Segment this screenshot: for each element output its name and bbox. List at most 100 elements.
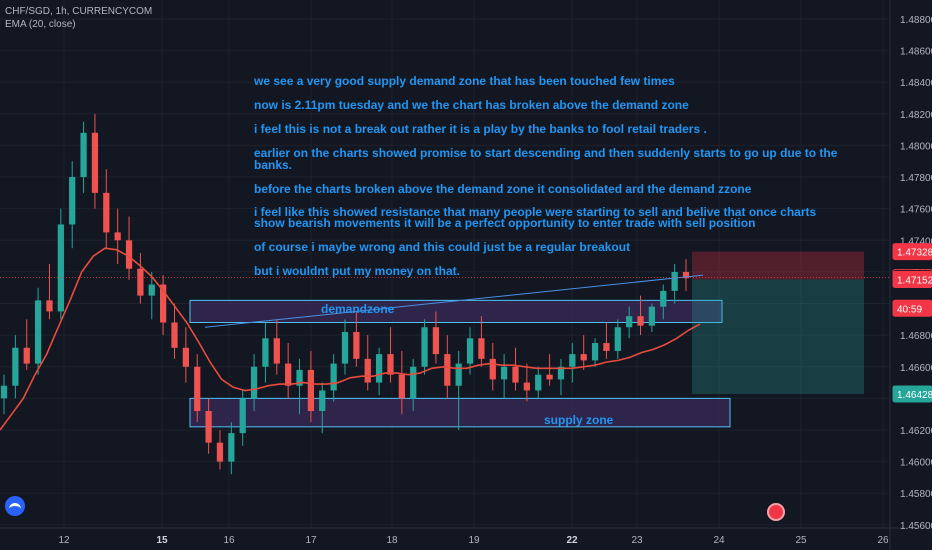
y-tick-label: 1.48600 (900, 47, 932, 58)
price-tag (892, 385, 932, 403)
candle-body (626, 316, 633, 328)
candle-body (319, 390, 326, 412)
x-tick-label: 16 (223, 535, 235, 546)
price-tag-label: 1.47152 (897, 275, 932, 286)
candle-body (466, 338, 474, 364)
y-tick-label: 1.47800 (900, 173, 932, 184)
annotation-notes: we see a very good supply demand zone th… (254, 75, 854, 277)
y-tick-label: 1.47400 (900, 236, 932, 247)
x-tick-label: 23 (631, 535, 643, 546)
x-tick-label: 25 (795, 535, 807, 546)
price-tag (892, 299, 932, 317)
candle-body (23, 347, 30, 364)
candle-body (182, 347, 189, 367)
x-tick-label: 22 (566, 535, 578, 546)
candle-body (603, 343, 610, 351)
candle-body (637, 316, 644, 326)
y-tick-label: 1.46200 (900, 426, 932, 437)
candle-body (34, 300, 42, 364)
candle-body (591, 343, 599, 361)
candle-body (501, 366, 508, 380)
stop-loss-area (692, 251, 864, 280)
x-tick-label: 26 (877, 535, 889, 546)
x-tick-label: 12 (58, 535, 70, 546)
candle-body (262, 338, 269, 367)
candle-body (80, 132, 87, 178)
candle-body (330, 363, 337, 391)
y-tick-label: 1.46000 (900, 458, 932, 469)
candle-body (648, 306, 656, 326)
candle-body (91, 132, 99, 193)
symbol-line[interactable]: CHF/SGD, 1h, CURRENCYCOM (5, 6, 153, 17)
indicator-line[interactable]: EMA (20, close) (5, 19, 76, 30)
y-tick-label: 1.48200 (900, 110, 932, 121)
y-tick-label: 1.48800 (900, 15, 932, 26)
note-8: but i wouldnt put my money on that. (254, 264, 460, 278)
chart-legend: CHF/SGD, 1h, CURRENCYCOM EMA (20, close) (5, 5, 152, 31)
ema-line (0, 247, 701, 431)
candle-body (160, 284, 167, 323)
x-tick-label: 17 (305, 535, 317, 546)
candle-body (228, 433, 235, 462)
candle-body (307, 369, 315, 412)
candle-body (353, 331, 360, 359)
note-7: of course i maybe wrong and this could j… (254, 240, 631, 254)
y-tick-label: 1.48000 (900, 141, 932, 152)
candle-body (580, 354, 587, 361)
take-profit-area (692, 279, 864, 394)
x-tick-label: 15 (156, 535, 168, 546)
candle-body (478, 338, 485, 359)
price-tag-label: 1.47328 (897, 248, 932, 259)
candle-body (114, 232, 121, 241)
candle-body (0, 385, 8, 399)
candle-body (46, 300, 53, 312)
candle-body (444, 354, 451, 386)
note-3: i feel this is not a break out rather it… (254, 122, 707, 136)
candle-body (273, 338, 280, 364)
y-tick-label: 1.48400 (900, 78, 932, 89)
y-tick-label: 1.46600 (900, 363, 932, 374)
price-tag (892, 270, 932, 288)
candle-body (103, 192, 110, 233)
supply-zone-label: supply zone (544, 413, 614, 427)
candle-body (432, 327, 440, 355)
candle-body (512, 366, 519, 383)
price-tag-label: 1.46428 (897, 390, 932, 401)
demand-zone-label: demandzone (321, 302, 395, 316)
price-tag-label: 40:59 (897, 304, 922, 315)
candle-body (387, 354, 394, 375)
trend-line (204, 274, 704, 328)
supply-zone (189, 397, 731, 428)
candle-body (364, 358, 371, 383)
candle-body (205, 411, 212, 443)
candle-body (125, 240, 133, 269)
candle-body (216, 442, 224, 462)
candle-body (489, 358, 496, 380)
note-2: now is 2.11pm tuesday and we the chart h… (254, 98, 689, 112)
price-tag (892, 243, 932, 261)
candle-body (660, 290, 667, 307)
candle-body (421, 327, 428, 367)
candle-body (614, 327, 621, 351)
y-tick-label: 1.45600 (900, 521, 932, 532)
candle-body (455, 363, 462, 386)
candle-body (69, 177, 76, 225)
x-tick-label: 18 (386, 535, 398, 546)
candle-body (194, 366, 201, 412)
candle-body (285, 363, 292, 386)
candle-body (557, 366, 565, 380)
x-tick-label: 19 (468, 535, 480, 546)
candle-body (148, 284, 155, 296)
candle-body (375, 354, 383, 383)
candle-body (398, 374, 405, 399)
candle-body (250, 366, 258, 399)
candle-body (546, 374, 553, 380)
candle-body (341, 331, 349, 364)
tradingview-logo-icon[interactable] (5, 496, 25, 516)
candle-body (535, 374, 542, 391)
y-tick-label: 1.45800 (900, 489, 932, 500)
alert-icon[interactable] (767, 503, 785, 521)
candle-body (682, 271, 690, 279)
note-1: we see a very good supply demand zone th… (254, 74, 675, 88)
